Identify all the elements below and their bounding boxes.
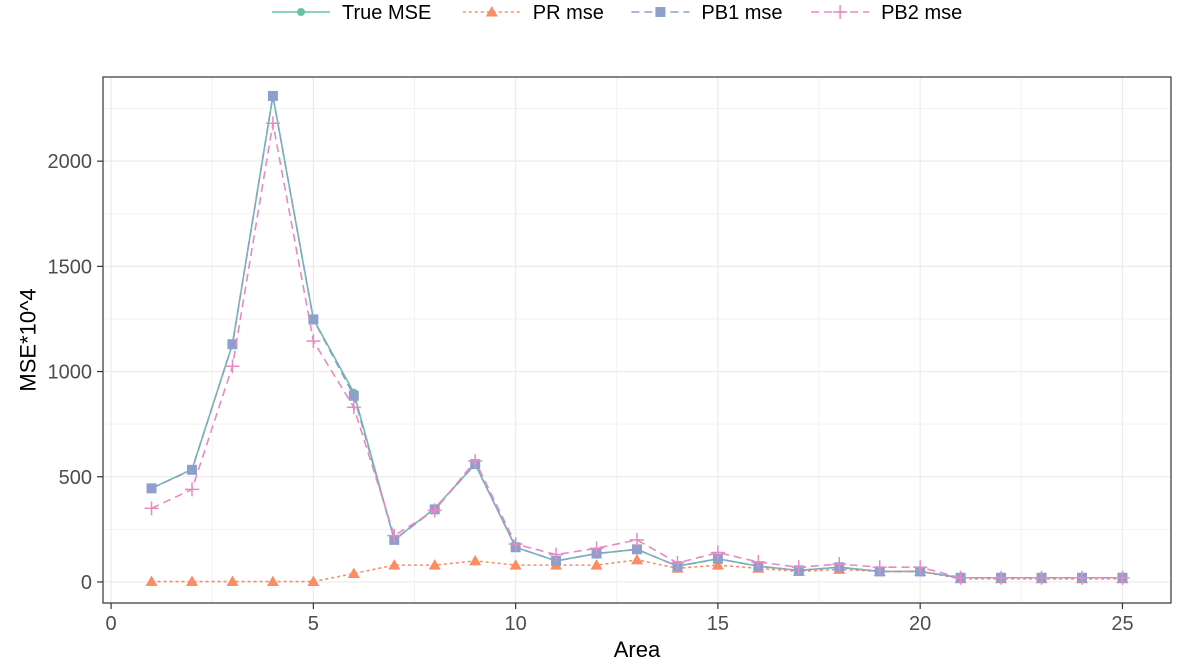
data-point <box>1034 570 1049 585</box>
data-point <box>711 559 724 570</box>
legend-label: PB2 mse <box>881 2 962 24</box>
data-point <box>225 359 240 374</box>
data-point <box>994 570 1009 585</box>
x-tick-label: 25 <box>1111 613 1133 635</box>
legend-key-marker <box>833 5 848 19</box>
data-point <box>913 560 928 575</box>
y-axis: 0 500 1000 1500 2000 <box>48 151 103 594</box>
data-point <box>347 567 360 579</box>
data-point <box>710 545 725 560</box>
data-point <box>144 501 159 516</box>
data-point <box>187 464 197 475</box>
data-point <box>265 116 280 131</box>
data-point <box>832 557 847 572</box>
data-point <box>872 560 887 575</box>
plot-area <box>102 76 1172 604</box>
data-point <box>308 314 319 325</box>
data-point <box>266 575 279 587</box>
y-tick-label: 1000 <box>48 362 93 384</box>
x-tick-label: 20 <box>909 613 931 635</box>
data-point <box>146 483 157 494</box>
y-tick-label: 1500 <box>48 256 93 278</box>
data-point <box>348 390 359 401</box>
legend-label: PR mse <box>533 2 604 24</box>
data-point <box>589 541 604 556</box>
data-point <box>508 537 523 552</box>
data-point <box>468 453 483 468</box>
plot-border <box>102 76 1172 604</box>
data-point <box>632 544 642 555</box>
data-point <box>145 575 158 587</box>
data-point <box>387 528 402 543</box>
data-point <box>953 570 968 585</box>
data-point <box>1075 570 1089 585</box>
x-tick-label: 15 <box>707 613 729 635</box>
legend-item-true-mse: True MSE <box>272 2 431 24</box>
x-tick-label: 5 <box>308 613 319 635</box>
data-point <box>590 559 603 570</box>
data-point <box>226 575 239 587</box>
x-tick-label: 10 <box>505 613 527 635</box>
data-point <box>227 339 238 350</box>
y-tick-label: 500 <box>59 467 92 489</box>
legend-key-marker <box>485 6 498 17</box>
legend-item-pb2-mse: PB2 mse <box>811 2 962 24</box>
legend-item-pb1-mse: PB1 mse <box>631 2 783 24</box>
data-point <box>509 559 522 570</box>
data-point <box>549 547 564 562</box>
data-point <box>185 482 199 497</box>
data-point <box>631 553 643 565</box>
data-point <box>307 575 320 587</box>
y-tick-label: 2000 <box>48 151 93 173</box>
data-point <box>1115 570 1130 585</box>
data-point <box>791 560 806 575</box>
x-tick-label: 0 <box>106 613 117 635</box>
major-gridlines <box>103 77 1171 603</box>
legend-label: PB1 mse <box>701 2 782 24</box>
data-point <box>751 554 766 569</box>
y-tick-label: 0 <box>81 572 92 594</box>
data-point <box>346 400 361 415</box>
data-point <box>670 556 685 571</box>
data-point <box>469 554 482 566</box>
minor-gridlines <box>103 77 1171 603</box>
legend-label: True MSE <box>342 2 431 24</box>
y-axis-title: MSE*10^4 <box>16 288 41 391</box>
legend-item-pr-mse: PR mse <box>462 2 604 24</box>
legend-key-marker <box>297 8 305 16</box>
data-point <box>630 532 644 547</box>
data-point <box>186 575 198 587</box>
data-point <box>427 503 442 518</box>
series-pb2-mse <box>144 116 1130 585</box>
data-point <box>267 90 278 101</box>
data-point <box>388 559 401 570</box>
legend-key-marker <box>655 7 666 17</box>
x-axis-title: Area <box>614 637 661 662</box>
chart-legend: True MSE PR mse PB1 mse PB2 mse <box>272 2 962 24</box>
data-point <box>306 334 321 349</box>
x-axis: 0 5 10 15 20 25 <box>106 603 1134 635</box>
series-layer <box>144 90 1130 587</box>
data-point <box>428 559 441 570</box>
